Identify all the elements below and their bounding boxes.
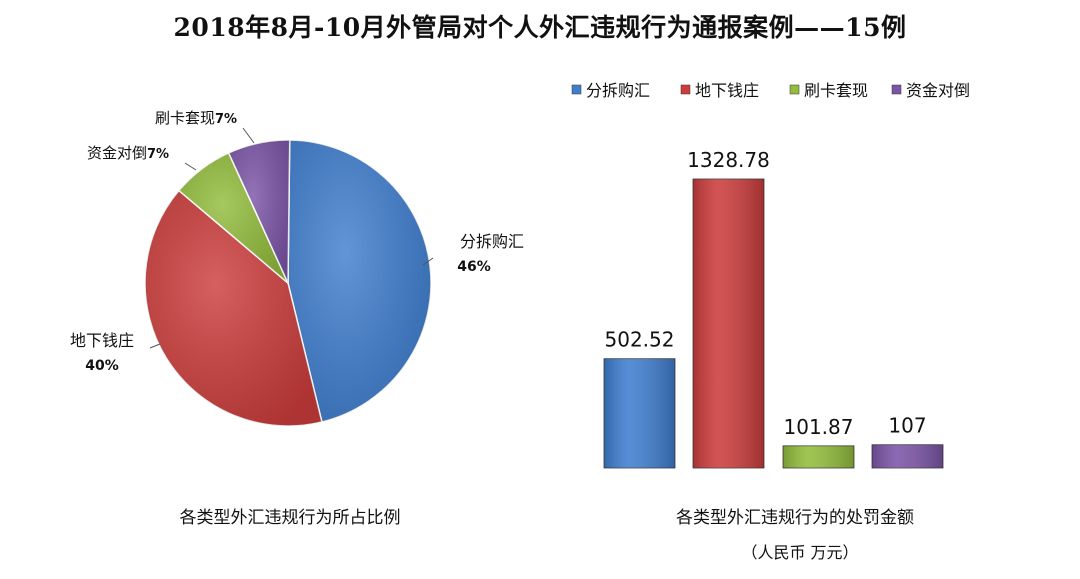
pie-label-percent: 46% — [457, 259, 491, 275]
legend-swatch — [680, 84, 691, 95]
legend-item: 资金对倒 — [906, 81, 970, 100]
pie-label-name: 地下钱庄 — [70, 331, 134, 350]
pie-leader-line — [184, 162, 197, 171]
pie-label-percent: 40% — [85, 358, 119, 374]
bar-chart-title: 各类型外汇违规行为的处罚金额 — [676, 508, 914, 528]
legend-item: 刷卡套现 — [804, 81, 868, 100]
legend-item: 地下钱庄 — [695, 81, 759, 100]
pie-label-name: 分拆购汇 — [460, 232, 524, 251]
page-title: 2018年8月-10月外管局对个人外汇违规行为通报案例——15例 — [173, 13, 907, 42]
pie-leader-line — [149, 343, 161, 349]
pie-label: 资金对倒7% — [87, 144, 169, 162]
bar-chart-unit: （人民币 万元） — [741, 543, 859, 562]
pie-leader-line — [242, 127, 255, 144]
pie-chart: 分拆购汇 46% 地下钱庄 40% 资金对倒7% 刷卡套现7% — [70, 109, 524, 427]
bar-value-label: 101.87 — [784, 415, 854, 439]
bar-chart: 502.52 1328.78 101.87 107 — [603, 148, 944, 469]
legend-item: 分拆购汇 — [586, 81, 650, 100]
legend-swatch — [789, 84, 800, 95]
pie-label: 刷卡套现7% — [155, 109, 237, 127]
pie-leader-line — [422, 257, 434, 266]
bar-value-label: 1328.78 — [687, 148, 770, 172]
bar-value-label: 502.52 — [605, 328, 675, 352]
legend-swatch — [571, 84, 582, 95]
bar-value-label: 107 — [888, 414, 926, 438]
bar-legend: 分拆购汇 地下钱庄 刷卡套现 资金对倒 — [571, 81, 970, 100]
legend-swatch — [891, 84, 902, 95]
pie-chart-title: 各类型外汇违规行为所占比例 — [179, 508, 401, 528]
